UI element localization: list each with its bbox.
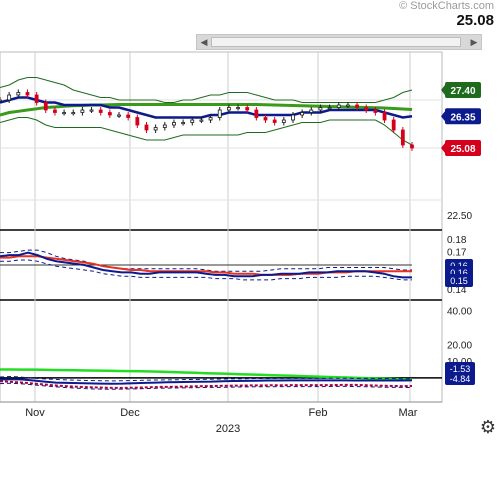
candle-body (373, 109, 378, 113)
candle-body (226, 107, 231, 111)
price-axis-tick-label: 22.50 (447, 211, 472, 222)
candle-body (272, 119, 277, 123)
candle-body (25, 92, 30, 96)
candle-body (208, 117, 213, 121)
indicator3-axis-tick-label: 20.00 (447, 340, 472, 351)
indicator2-value-label: 0.15 (450, 276, 468, 286)
candle-body (126, 114, 131, 118)
settings-gear-icon[interactable]: ⚙ (479, 417, 497, 437)
candle-body (80, 109, 85, 113)
date-range-scrollbar[interactable]: ◀ ▶ (196, 34, 482, 50)
candle-body (245, 107, 250, 111)
stockcharts-watermark: © StockCharts.com (399, 0, 494, 12)
candle-body (181, 122, 186, 125)
candle-body (190, 119, 195, 123)
indicator2-red-line (0, 255, 412, 276)
candle-body (382, 112, 387, 121)
indicator3-axis-tick-label: 40.00 (447, 307, 472, 318)
candle-body (0, 99, 2, 102)
candle-body (89, 109, 94, 112)
scrollbar-thumb[interactable] (211, 37, 461, 47)
candle-body (355, 104, 359, 108)
candle-body (135, 117, 140, 126)
candle-body (16, 92, 21, 96)
price-tag-badge (445, 140, 481, 156)
indicator2-axis-tick-label: 0.18 (447, 235, 467, 246)
indicator3-blue-line (0, 378, 413, 385)
price-tag-label: 25.08 (450, 144, 475, 155)
indicator3-lower-band (0, 382, 413, 390)
candle-body (281, 119, 286, 123)
panel-frame-1 (0, 51, 443, 231)
candle-body (336, 104, 341, 108)
candle-body (172, 122, 176, 126)
scroll-left-arrow-icon[interactable]: ◀ (200, 37, 208, 47)
candle-body (410, 144, 414, 149)
candle-body (346, 104, 350, 107)
bollinger-upper-line (0, 77, 413, 103)
candle-body (291, 114, 295, 121)
candle-body (318, 107, 323, 111)
price-tag-pointer (441, 143, 445, 153)
price-tag-badge (445, 108, 481, 125)
x-axis-year-label: 2023 (216, 423, 240, 435)
indicator2-blue-line (0, 251, 412, 279)
candle-body (107, 112, 112, 116)
candle-body (71, 112, 76, 115)
price-tag-label: 27.40 (450, 86, 475, 97)
candle-body (300, 112, 305, 116)
moving-average-short-line (0, 96, 413, 119)
x-axis-month-label: Nov (25, 407, 45, 419)
indicator2-axis-tick-label: 0.17 (447, 248, 467, 259)
indicator2-axis-tick-label: 0.14 (447, 285, 467, 296)
candle-body (263, 117, 268, 121)
candle-body (254, 109, 259, 118)
indicator3-value-label: -4.84 (450, 374, 471, 384)
candle-body (162, 124, 167, 128)
candle-body (53, 109, 57, 113)
blank-area (0, 440, 500, 496)
candle-body (144, 124, 149, 131)
price-tag-badge (445, 82, 481, 98)
candle-body (43, 102, 48, 111)
candle-body (199, 119, 204, 122)
indicator3-value-label: -1.53 (450, 364, 471, 374)
candle-body (7, 94, 12, 101)
candle-body (34, 94, 39, 103)
x-axis-month-label: Feb (309, 407, 328, 419)
candle-body (236, 107, 240, 110)
x-axis-month-label: Mar (399, 407, 418, 419)
price-tag-label: 26.35 (450, 112, 475, 123)
indicator2-upper-band (0, 249, 412, 272)
indicator2-value-badge (445, 274, 473, 287)
indicator3-value-badge (445, 362, 475, 375)
indicator3-upper-band (0, 375, 412, 382)
candle-body (391, 119, 396, 131)
bollinger-lower-line (0, 117, 413, 146)
candle-body (327, 107, 332, 110)
price-tag-pointer (441, 111, 445, 122)
candle-body (217, 109, 222, 118)
indicator3-red-line (0, 380, 413, 389)
candle-body (62, 112, 66, 115)
indicator2-lower-band (0, 259, 412, 281)
candle-body (309, 109, 314, 113)
candle-body (153, 127, 158, 131)
last-price-label: 25.08 (456, 12, 494, 29)
scroll-right-arrow-icon[interactable]: ▶ (470, 37, 478, 47)
price-chart[interactable]: 22.5027.4026.3525.080.180.170.140.160.16… (0, 0, 500, 440)
x-axis-month-label: Dec (120, 407, 140, 419)
indicator3-green-line (0, 368, 413, 381)
price-tag-pointer (441, 85, 445, 95)
candle-body (98, 109, 103, 113)
indicator3-value-badge (445, 372, 475, 385)
candle-body (400, 129, 405, 146)
candle-body (364, 107, 369, 111)
indicator2-value-label: 0.16 (450, 268, 468, 278)
candle-body (117, 114, 121, 117)
